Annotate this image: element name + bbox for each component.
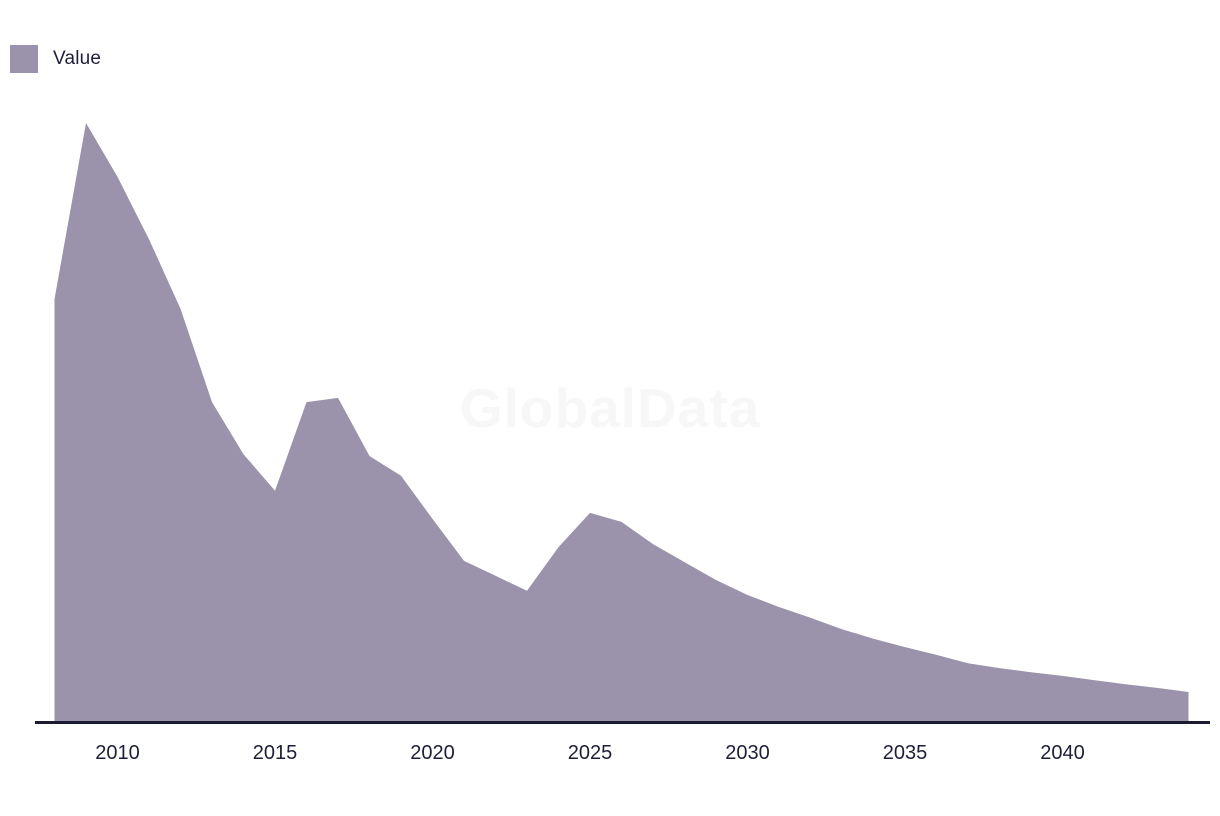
x-tick-label-2040: 2040 bbox=[1040, 742, 1085, 764]
x-tick-label-2020: 2020 bbox=[410, 742, 455, 764]
x-tick-label-2030: 2030 bbox=[725, 742, 770, 764]
area-series-value bbox=[54, 123, 1189, 722]
x-tick-label-2035: 2035 bbox=[882, 742, 928, 764]
legend-item-value[interactable]: Value bbox=[10, 45, 101, 73]
x-tick-label-2025: 2025 bbox=[567, 742, 613, 764]
legend-label: Value bbox=[53, 48, 102, 69]
x-tick-label-2010: 2010 bbox=[95, 742, 140, 764]
legend-swatch bbox=[10, 45, 38, 73]
watermark-text: GlobalData bbox=[459, 377, 761, 439]
x-tick-label-2015: 2015 bbox=[252, 742, 298, 764]
